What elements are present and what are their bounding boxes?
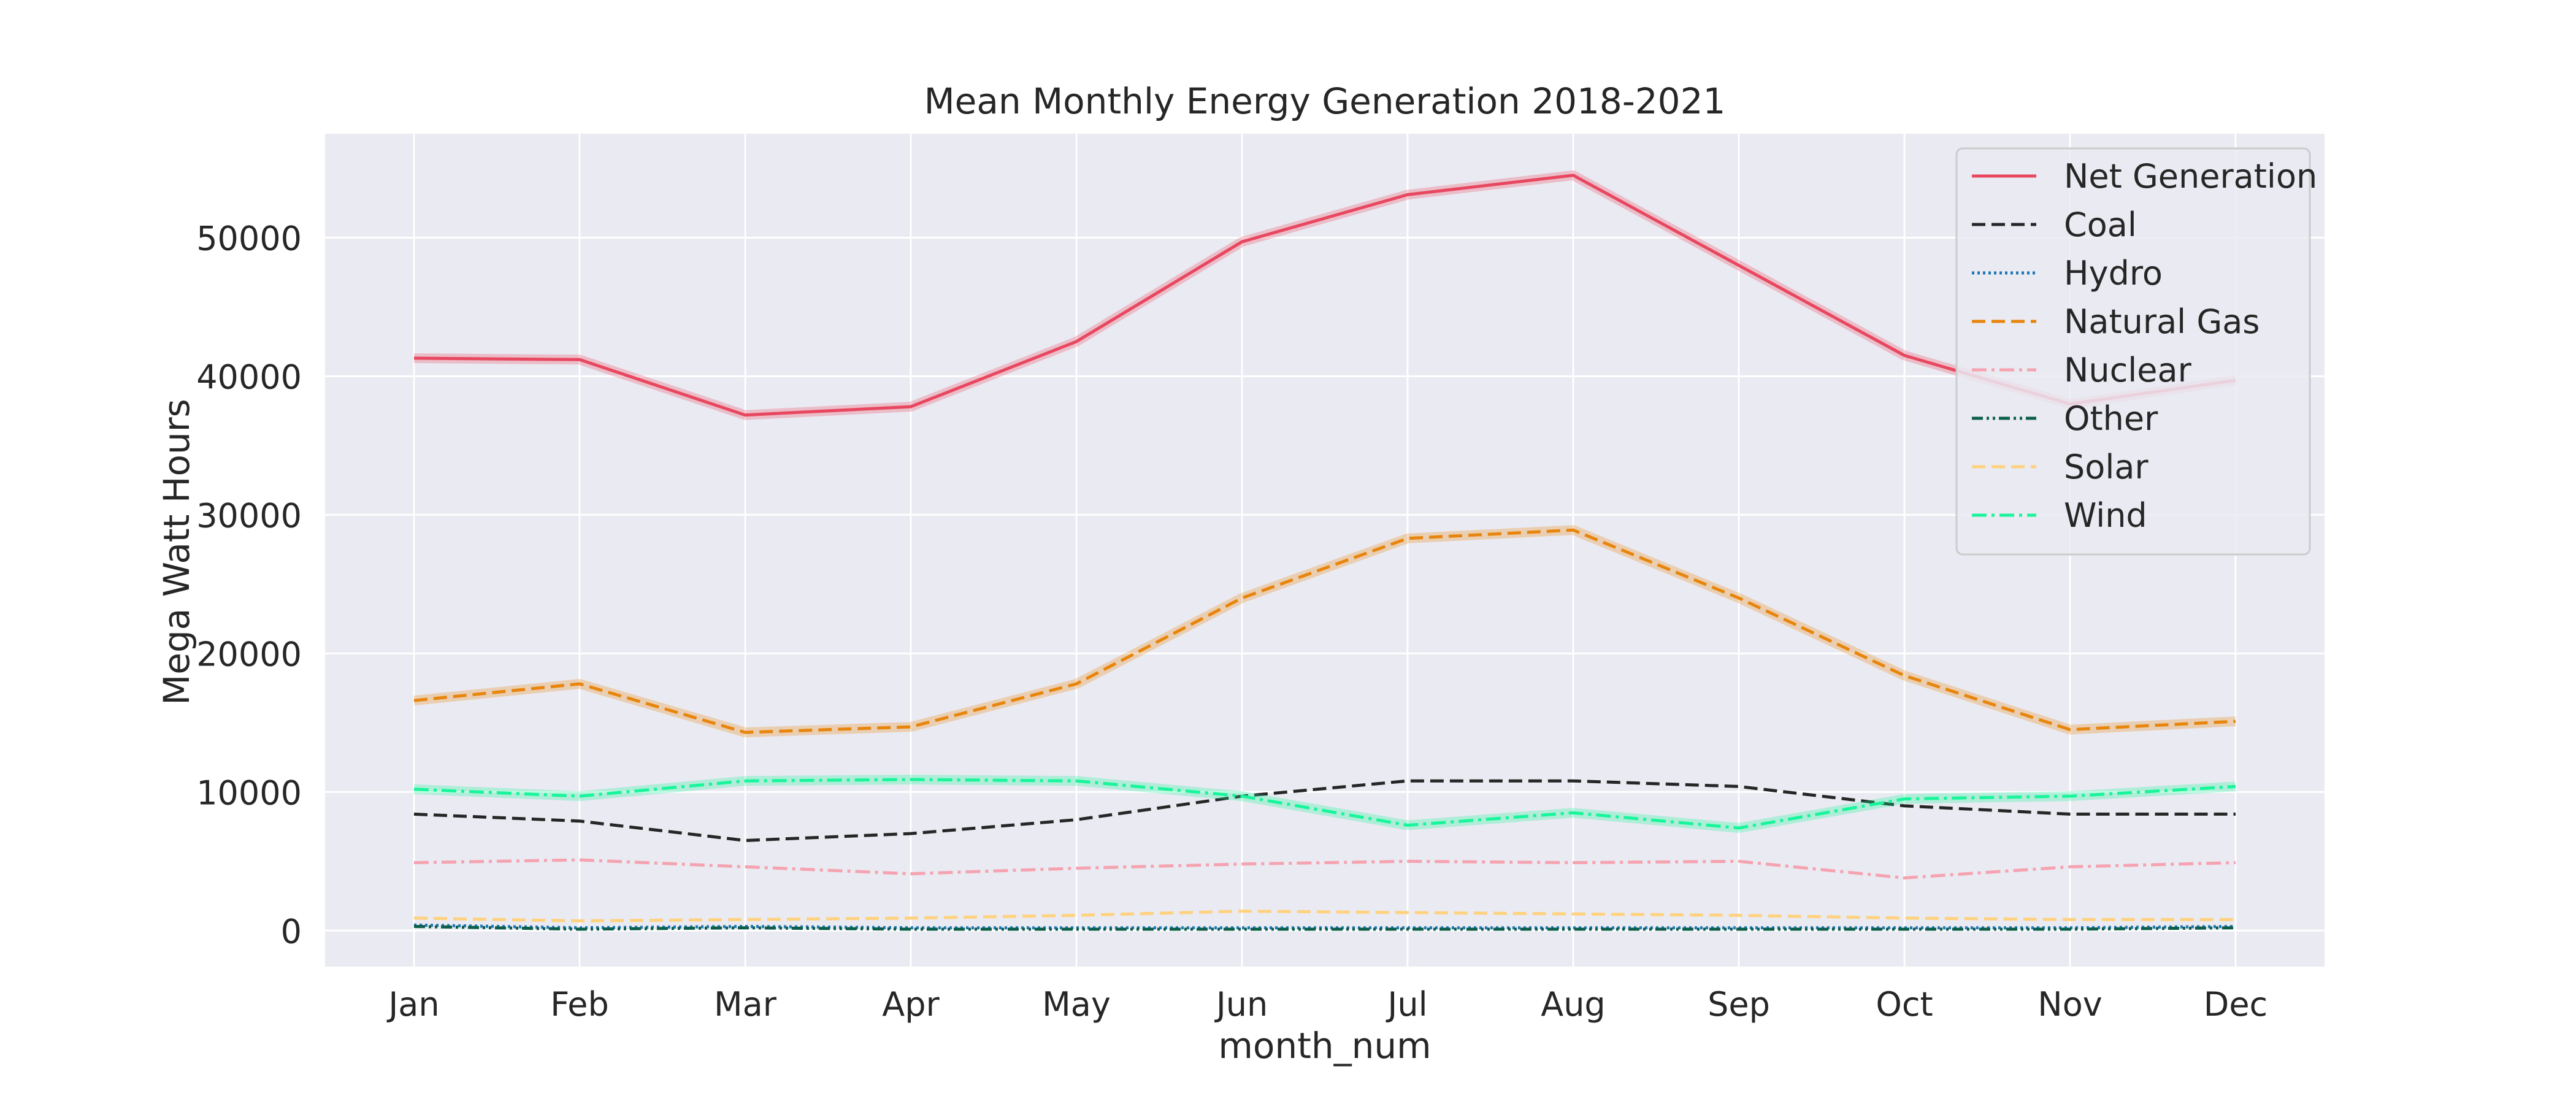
legend-label-natural-gas: Natural Gas <box>2064 302 2260 341</box>
x-tick-label: May <box>1042 985 1111 1024</box>
x-tick-label: Mar <box>714 985 777 1024</box>
y-axis-label: Mega Watt Hours <box>156 399 197 705</box>
series-line-net-generation <box>413 174 2236 417</box>
x-tick-label: Dec <box>2204 985 2268 1024</box>
x-tick-label: Nov <box>2037 985 2102 1024</box>
legend-label-nuclear: Nuclear <box>2064 351 2192 389</box>
series-line-natural-gas <box>413 528 2236 734</box>
x-axis-label: month_num <box>1218 1025 1431 1067</box>
legend-label-other: Other <box>2064 399 2158 438</box>
series-line-other <box>413 925 2236 931</box>
x-tick-label: Sep <box>1708 985 1770 1024</box>
x-tick-label: Jun <box>1214 985 1268 1024</box>
x-tick-label: Oct <box>1876 985 1933 1024</box>
x-tick-label: Feb <box>550 985 609 1024</box>
y-tick-label: 50000 <box>196 219 302 258</box>
series-line-wind <box>413 778 2236 830</box>
series-line-coal <box>413 779 2236 842</box>
y-tick-label: 20000 <box>196 635 302 673</box>
legend-box <box>1955 147 2311 556</box>
x-tick-label: Jan <box>386 985 439 1024</box>
chart-title: Mean Monthly Energy Generation 2018-2021 <box>924 80 1726 122</box>
y-tick-label: 30000 <box>196 496 302 535</box>
x-tick-label: Aug <box>1541 985 1605 1024</box>
legend-label-net-generation: Net Generation <box>2064 157 2317 196</box>
x-tick-label: Apr <box>882 985 940 1024</box>
x-tick-label: Jul <box>1386 985 1427 1024</box>
series-line-nuclear <box>413 858 2236 880</box>
series-line-solar <box>413 910 2236 922</box>
y-tick-label: 10000 <box>196 773 302 812</box>
legend-label-coal: Coal <box>2064 205 2137 244</box>
y-tick-label: 0 <box>281 912 302 951</box>
legend-label-wind: Wind <box>2064 496 2147 535</box>
y-tick-label: 40000 <box>196 358 302 396</box>
legend-label-solar: Solar <box>2064 448 2149 486</box>
legend-label-hydro: Hydro <box>2064 254 2163 293</box>
